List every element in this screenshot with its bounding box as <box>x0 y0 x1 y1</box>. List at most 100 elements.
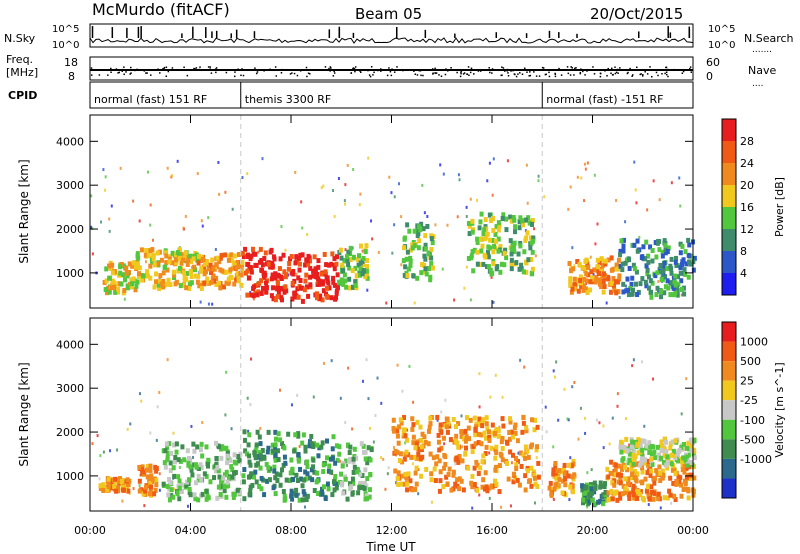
range-cell <box>307 443 312 449</box>
range-cell <box>198 462 203 468</box>
range-cell <box>224 445 229 451</box>
range-cell <box>499 439 504 445</box>
range-cell <box>165 454 170 460</box>
range-cell <box>657 464 662 470</box>
scatter-pixel <box>155 438 158 442</box>
range-cell <box>296 275 301 281</box>
range-cell <box>689 460 694 466</box>
scatter-pixel <box>460 414 463 418</box>
range-cell <box>629 475 634 481</box>
nave-point <box>215 71 217 74</box>
range-cell <box>339 277 344 283</box>
range-cell <box>263 280 268 286</box>
range-cell <box>592 267 597 273</box>
range-cell <box>470 229 475 235</box>
range-cell <box>575 277 580 283</box>
range-cell <box>489 445 494 451</box>
range-cell <box>422 434 427 440</box>
range-cell <box>610 480 615 486</box>
range-cell <box>329 295 334 301</box>
range-cell <box>487 212 492 218</box>
range-cell <box>662 238 667 244</box>
range-cell <box>626 492 631 498</box>
range-cell <box>275 281 280 287</box>
range-cell <box>676 274 681 280</box>
range-cell <box>575 259 580 265</box>
scatter-pixel <box>633 160 636 164</box>
range-cell <box>296 431 301 437</box>
range-cell <box>405 273 410 279</box>
range-cell <box>569 463 574 469</box>
range-cell <box>631 262 636 268</box>
colorbar-swatch <box>722 273 736 295</box>
range-cell <box>260 447 265 453</box>
range-cell <box>689 448 694 454</box>
range-cell <box>619 238 624 244</box>
scatter-pixel <box>196 172 199 176</box>
range-cell <box>214 282 219 288</box>
range-cell <box>644 443 649 449</box>
range-cell <box>578 274 583 280</box>
scatter-pixel <box>102 450 105 454</box>
nave-point <box>611 74 614 76</box>
range-cell <box>515 438 520 444</box>
range-cell <box>665 278 670 284</box>
range-cell <box>187 285 192 291</box>
range-cell <box>303 444 308 450</box>
range-cell <box>475 239 480 245</box>
range-cell <box>638 492 643 498</box>
range-cell <box>268 249 273 255</box>
scatter-pixel <box>624 417 627 421</box>
nave-point <box>280 72 283 74</box>
range-cell <box>347 450 352 456</box>
range-cell <box>416 231 421 237</box>
range-cell <box>496 248 501 254</box>
range-cell <box>650 258 655 264</box>
range-cell <box>273 436 278 442</box>
range-cell <box>308 265 313 271</box>
range-cell <box>352 464 357 470</box>
range-cell <box>677 478 682 484</box>
range-cell <box>181 257 186 263</box>
range-cell <box>500 215 505 221</box>
scatter-pixel <box>393 195 396 199</box>
nave-point <box>390 74 393 77</box>
range-cell <box>131 276 136 282</box>
scatter-pixel <box>598 421 601 425</box>
range-cell <box>639 255 644 261</box>
nave-point <box>159 72 161 74</box>
range-cell <box>457 486 462 492</box>
nave-point <box>137 69 140 71</box>
colorbar-swatch <box>722 163 736 185</box>
range-cell <box>189 280 194 286</box>
range-cell <box>627 495 632 501</box>
range-cell <box>508 449 513 455</box>
range-cell <box>618 248 623 254</box>
range-cell <box>659 288 664 294</box>
range-cell <box>214 461 219 467</box>
range-cell <box>168 282 173 288</box>
range-cell <box>256 454 261 460</box>
scatter-pixel <box>396 363 399 367</box>
range-cell <box>319 271 324 277</box>
nave-point <box>377 69 379 72</box>
range-cell <box>200 453 205 459</box>
range-cell <box>418 455 423 461</box>
range-cell <box>470 249 475 255</box>
range-cell <box>588 279 593 285</box>
scatter-pixel <box>201 224 204 228</box>
range-cell <box>646 259 651 265</box>
range-cell <box>674 481 679 487</box>
range-cell <box>231 494 236 500</box>
nave-point <box>678 69 681 71</box>
range-cell <box>254 262 259 268</box>
range-cell <box>114 488 119 494</box>
range-cell <box>209 270 214 276</box>
scatter-pixel <box>426 214 429 218</box>
scatter-pixel <box>568 498 571 502</box>
range-cell <box>199 265 204 271</box>
range-cell <box>321 279 326 285</box>
range-cell <box>350 491 355 497</box>
range-cell <box>170 250 175 256</box>
range-cell <box>527 220 532 226</box>
